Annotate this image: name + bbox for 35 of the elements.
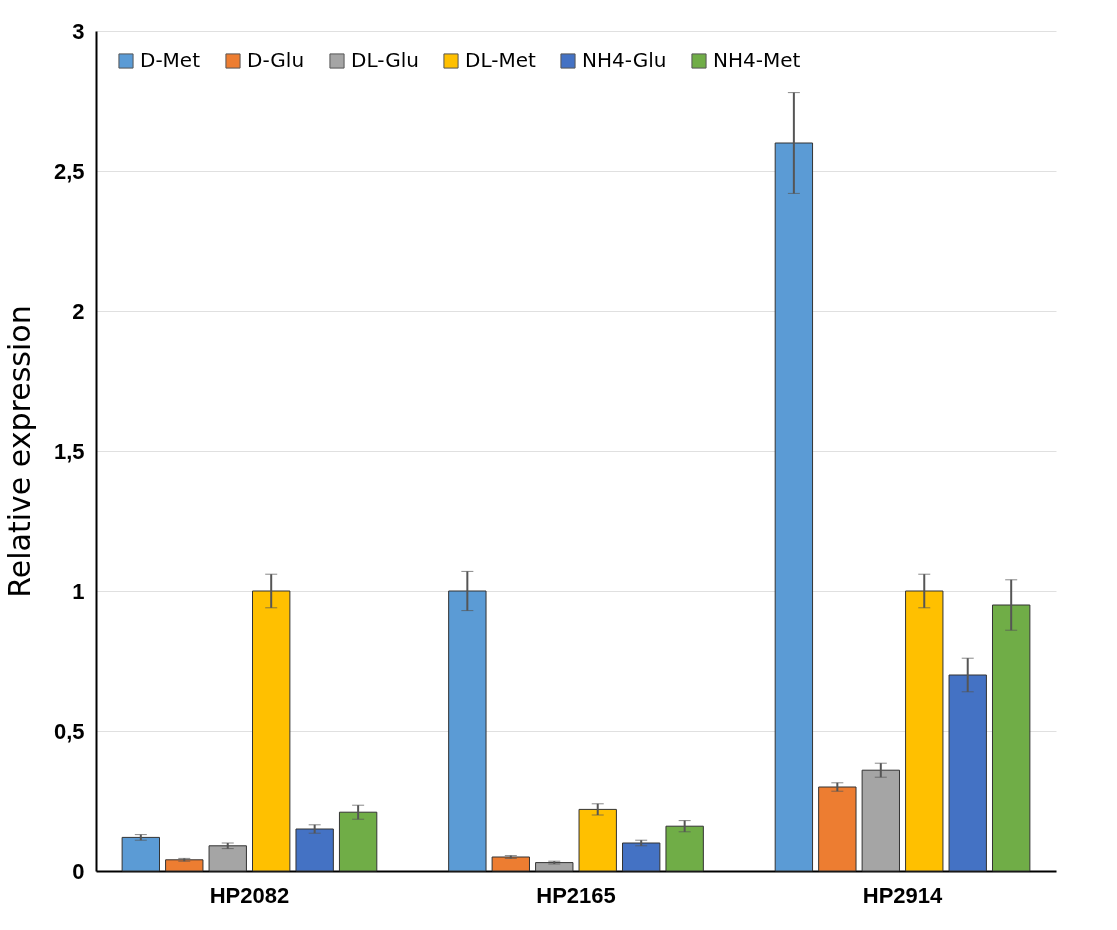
bar [535,862,574,872]
bar [121,836,160,872]
legend-label: DL-Glu [351,48,419,72]
y-tick-label: 0 [72,858,85,884]
legend-label: D-Met [140,48,201,72]
legend-label: D-Glu [247,48,305,72]
legend-label: NH4-Met [713,48,801,72]
bar [861,769,900,872]
legend-label: NH4-Glu [582,48,667,72]
bar [165,859,204,872]
y-tick-label: 3 [72,18,85,44]
y-axis-title: Relative expression [1,305,37,598]
y-tick-label: 1,5 [53,438,85,464]
x-tick-label: HP2165 [536,882,616,908]
bar [252,590,291,872]
bar [665,825,704,872]
bar [208,845,247,872]
bar [774,142,814,872]
bar [818,786,857,872]
bar [578,808,617,872]
y-tick-label: 2,5 [53,158,85,184]
y-tick-label: 0,5 [53,718,85,744]
x-tick-label: HP2082 [209,882,290,908]
bar [948,674,987,872]
bar [622,842,661,872]
bar [448,590,487,872]
bar [491,856,530,872]
bar [992,604,1031,872]
y-tick-label: 1 [72,578,85,604]
bar [295,828,334,872]
x-tick-label: HP2914 [862,882,944,908]
y-tick-label: 2 [72,298,85,324]
bar [338,811,378,872]
legend-label: DL-Met [465,48,536,72]
bar [905,590,944,872]
